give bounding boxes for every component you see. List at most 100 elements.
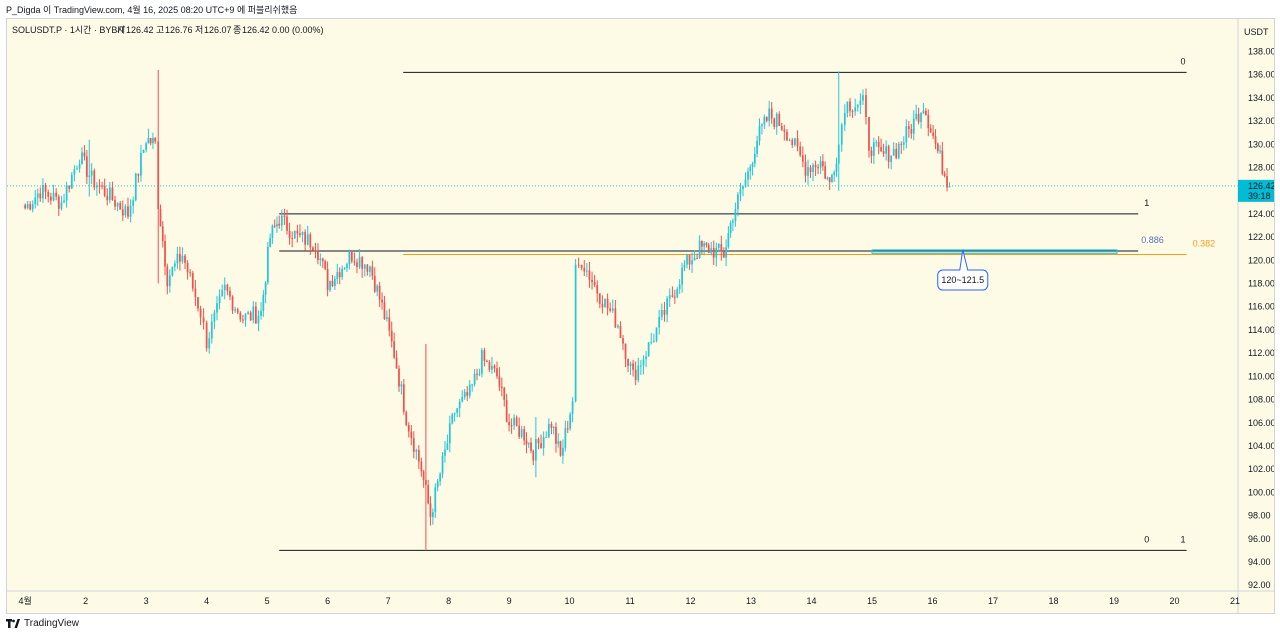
- candle-body: [496, 368, 498, 377]
- candle-body: [312, 247, 314, 251]
- candle-body: [309, 234, 312, 248]
- candle-body: [862, 95, 864, 101]
- price-tick-label: 106.00: [1248, 418, 1274, 428]
- candle-body: [42, 185, 44, 199]
- candle-body: [463, 391, 466, 398]
- candle-body: [415, 449, 418, 452]
- candle-body: [108, 187, 111, 201]
- callout-gap: [960, 269, 968, 272]
- candle-body: [98, 185, 101, 187]
- candle-body: [154, 138, 157, 142]
- candle-body: [828, 177, 831, 182]
- candle-body: [897, 143, 900, 159]
- candle-body: [559, 441, 562, 456]
- candle-body: [941, 150, 944, 174]
- candle-body: [668, 295, 671, 299]
- candle-body: [717, 244, 720, 248]
- candle-body: [249, 312, 252, 321]
- price-tick-label: 92.00: [1248, 580, 1271, 590]
- footer-brand[interactable]: TradingView: [6, 615, 79, 631]
- candle-body: [434, 487, 437, 513]
- candle-body: [905, 126, 908, 143]
- candle-body: [181, 255, 184, 262]
- candle-body: [691, 260, 693, 265]
- candle-body: [794, 138, 796, 145]
- candle-body: [168, 275, 171, 287]
- candle-body: [846, 101, 849, 113]
- time-tick-label: 16: [928, 596, 938, 606]
- currency-label[interactable]: USDT: [1244, 27, 1269, 37]
- legend-change: 0.00 (0.00%): [272, 25, 324, 35]
- candle-body: [545, 436, 548, 438]
- candle-body: [65, 185, 68, 201]
- candle-body: [231, 296, 234, 311]
- candle-body: [221, 290, 224, 297]
- candle-body: [324, 261, 327, 270]
- candle-body: [176, 253, 179, 264]
- price-chart[interactable]: 0 1 0.886 0.382 0 1 120~121.5 USDT 92.00 94.00…: [7, 19, 1274, 613]
- candle-body: [532, 450, 535, 461]
- candle-body: [637, 365, 640, 381]
- candle-body: [655, 327, 658, 341]
- price-tick-label: 110.00: [1248, 371, 1274, 381]
- candle-body: [456, 408, 459, 413]
- fib-level-label: 1: [1144, 198, 1149, 208]
- candle-body: [525, 440, 528, 445]
- candle-body: [840, 124, 843, 145]
- candle-body: [865, 95, 867, 118]
- candle-body: [350, 252, 353, 262]
- candle-body: [129, 205, 132, 217]
- candle-body: [650, 341, 653, 343]
- candle-body: [205, 322, 208, 349]
- candle-body: [601, 303, 604, 308]
- candle-body: [540, 443, 542, 448]
- candle-body: [420, 461, 423, 472]
- candle-body: [194, 288, 197, 298]
- price-tick-label: 122.00: [1248, 232, 1274, 242]
- candle-body: [715, 247, 718, 258]
- candle-body: [552, 427, 555, 429]
- candle-body: [402, 384, 405, 412]
- candle-body: [191, 273, 194, 289]
- candle-body: [439, 473, 442, 482]
- candle-body: [140, 152, 142, 176]
- legend-symbol[interactable]: SOLUSDT.P · 1시간 · BYBIT: [12, 25, 126, 35]
- candle-body: [101, 185, 103, 187]
- candle-body: [758, 126, 761, 141]
- candle-body: [500, 386, 503, 388]
- candle-body: [660, 310, 663, 317]
- candle-body: [712, 248, 715, 258]
- candle-body: [466, 391, 469, 396]
- candle-body: [49, 196, 52, 201]
- candle-body: [304, 231, 307, 245]
- candle-body: [920, 113, 922, 123]
- footer-brand-label: TradingView: [24, 617, 80, 629]
- chart-pane[interactable]: 0 1 0.886 0.382 0 1 120~121.5 USDT 92.00 94.00…: [6, 18, 1275, 614]
- candle-body: [441, 455, 444, 474]
- support-zone[interactable]: [871, 249, 1118, 254]
- candle-body: [288, 230, 291, 238]
- candle-body: [491, 365, 493, 370]
- callout-text: 120~121.5: [941, 275, 984, 285]
- candle-body: [184, 255, 186, 263]
- candle-body: [276, 223, 278, 227]
- candle-body: [299, 233, 301, 235]
- candle-body: [751, 163, 754, 167]
- candle-body: [24, 204, 27, 209]
- candle-body: [705, 243, 708, 245]
- candle-body: [306, 234, 309, 245]
- candle-body: [410, 431, 413, 439]
- candle-body: [932, 132, 935, 137]
- candle-body: [727, 233, 730, 248]
- price-tick-label: 118.00: [1248, 279, 1274, 289]
- candle-body: [301, 231, 304, 235]
- price-tick-label: 116.00: [1248, 302, 1274, 312]
- candle-body: [868, 117, 870, 151]
- candle-body: [52, 192, 55, 201]
- candle-body: [814, 164, 817, 168]
- candle-body: [564, 428, 567, 448]
- candle-body: [598, 293, 601, 304]
- candle-body: [875, 142, 878, 144]
- candle-body: [939, 150, 941, 152]
- candle-body: [264, 282, 267, 295]
